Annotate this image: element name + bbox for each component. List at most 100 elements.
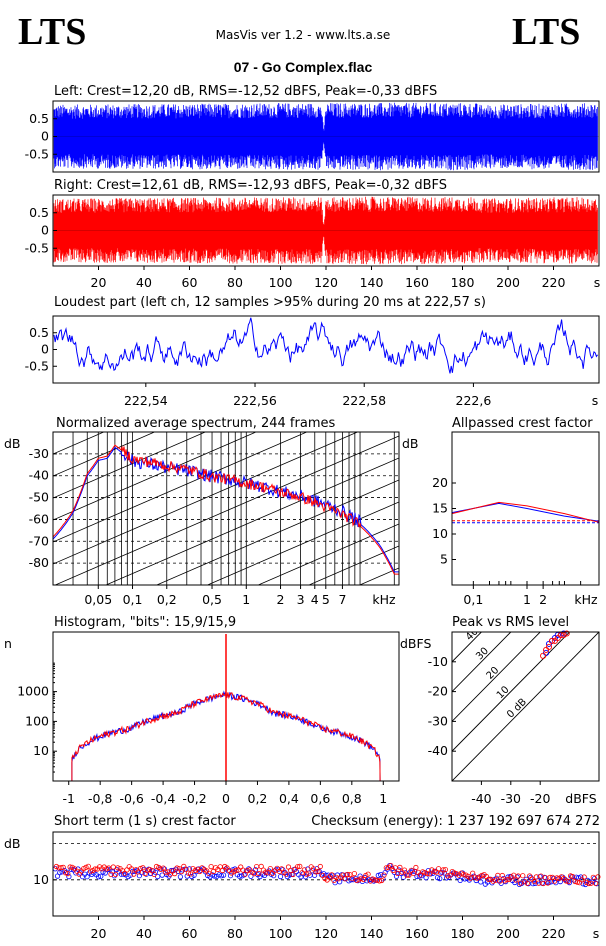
short-term-crest-point-right — [299, 870, 305, 876]
histogram-chart: 1000 100 10 -1 -0,8 -0,6 -0,4 -0,2 0 0,2 0,4 0,6 0,8… — [4, 631, 400, 806]
peak-rms-diagonals: 40 30 20 100 dB — [452, 632, 599, 781]
short-term-crest-point-right — [290, 871, 296, 878]
short-term-crest-point-right — [315, 868, 321, 875]
file-name: 07 - Go Complex.flac — [234, 59, 373, 75]
short-term-crest-point-left — [366, 877, 372, 883]
short-term-crest-point-left — [177, 874, 183, 880]
short-term-crest-xtick-label: 100 — [269, 926, 293, 941]
short-term-crest-point-right — [242, 871, 248, 877]
left-waveform-ytick-label: -0.5 — [25, 146, 49, 161]
short-term-crest-point-right — [383, 865, 389, 871]
short-term-crest-point-right — [365, 871, 371, 877]
peak-rms-point-right — [540, 652, 547, 659]
loudest-part-ytick-label: 0 — [41, 342, 49, 357]
short-term-crest-point-right — [306, 870, 312, 876]
short-term-crest-point-right — [219, 867, 226, 874]
short-term-crest-point-right — [504, 877, 510, 883]
crest-factor-ytick-label: 20 — [432, 475, 448, 490]
short-term-crest-point-right — [210, 868, 216, 875]
spectrum-title: Normalized average spectrum, 244 frames — [56, 416, 335, 431]
right-waveform-xtick-label: 60 — [182, 275, 198, 290]
short-term-crest-point-right — [267, 865, 273, 872]
short-term-crest-point-right — [397, 864, 403, 871]
histogram-xtick-label: -0,4 — [151, 791, 175, 806]
short-term-crest-point-right — [197, 868, 203, 875]
checksum-label: Checksum (energy): 1 237 192 697 674 272 — [311, 814, 600, 829]
short-term-crest-point-right — [131, 871, 137, 877]
peak-rms-diagonal-line — [452, 632, 570, 752]
short-term-crest-point-right — [572, 878, 578, 885]
crest-factor-xtick-label: 1 — [523, 592, 531, 607]
short-term-crest-point-right — [317, 863, 323, 870]
spectrum-xtick-label: 4 — [311, 592, 319, 607]
right-waveform-title: Right: Crest=12,61 dB, RMS=-12,93 dBFS, … — [54, 178, 447, 193]
histogram-ylabel: n — [4, 636, 12, 651]
short-term-crest-point-left — [530, 881, 536, 887]
spectrum-diagonal-line — [257, 523, 399, 585]
histogram-xtick-label: 0,4 — [279, 791, 299, 806]
short-term-crest-point-right — [294, 864, 301, 870]
short-term-crest-point-right — [372, 877, 378, 883]
short-term-crest-point-right — [140, 865, 146, 871]
short-term-crest-point-right — [388, 862, 394, 869]
loudest-part-ytick-label: -0.5 — [25, 358, 49, 373]
short-term-crest-point-right — [349, 876, 355, 882]
short-term-crest-point-right — [354, 877, 360, 884]
spectrum-xlabel: kHz — [372, 592, 396, 607]
short-term-crest-point-right — [426, 871, 433, 877]
app-title: MasVis ver 1.2 - www.lts.a.se — [216, 28, 391, 42]
histogram-xtick-label: 1 — [379, 791, 387, 806]
short-term-crest-point-right — [547, 874, 553, 881]
loudest-part-chart: 0.5 0-0.5 222,54 222,56 222,58 222,6 s — [25, 315, 600, 408]
short-term-crest-point-right — [62, 870, 69, 876]
right-waveform-xtick-label: 20 — [91, 275, 107, 290]
peak-rms-title: Peak vs RMS level — [452, 615, 569, 630]
peak-rms-ytick-label: -30 — [428, 713, 448, 728]
peak-rms-diagonal-label: 0 dB — [505, 697, 529, 721]
short-term-crest-ylabel: dB — [4, 836, 21, 851]
short-term-crest-point-left — [286, 872, 293, 878]
short-term-crest-point-right — [85, 863, 91, 869]
short-term-crest-point-right — [288, 867, 294, 874]
peak-rms-diagonal-label: 10 — [495, 684, 512, 701]
short-term-crest-point-left — [227, 873, 234, 879]
short-term-crest-point-right — [520, 873, 526, 879]
short-term-crest-point-right — [188, 871, 194, 877]
short-term-crest-point-right — [329, 872, 335, 878]
loudest-part-xtick-label: 222,6 — [456, 393, 492, 408]
short-term-crest-point-right — [486, 876, 492, 883]
short-term-crest-point-left — [439, 869, 445, 876]
short-term-crest-xtick-label: 120 — [314, 926, 338, 941]
short-term-crest-point-right — [424, 870, 430, 877]
short-term-crest-point-right — [545, 880, 551, 886]
short-term-crest-point-right — [342, 876, 348, 882]
loudest-part-xtick-label: 222,56 — [233, 393, 277, 408]
short-term-crest-point-right — [431, 868, 437, 875]
short-term-crest-point-left — [377, 871, 384, 878]
spectrum-diagonal-line — [105, 457, 399, 585]
allpassed-crest-chart: 20 15 10 5 0,1 1 2 dB kHz — [402, 431, 600, 607]
spectrum-diagonal-line — [53, 432, 207, 499]
loudest-part-signal — [53, 317, 598, 374]
short-term-crest-xtick-label: 80 — [227, 926, 243, 941]
short-term-crest-point-left — [393, 873, 400, 879]
spectrum-xtick-label: 3 — [297, 592, 305, 607]
short-term-crest-point-left — [337, 879, 343, 885]
right-waveform-signal — [53, 196, 598, 265]
short-term-crest-point-left — [232, 866, 238, 872]
spectrum-ytick-label: -50 — [29, 490, 49, 505]
short-term-crest-point-right — [238, 864, 244, 870]
peak-rms-ytick-label: -40 — [428, 743, 448, 758]
short-term-crest-point-right — [574, 879, 581, 885]
short-term-crest-point-right — [163, 869, 169, 875]
short-term-crest-point-right — [445, 873, 451, 879]
peak-rms-xlabel: dBFS — [565, 791, 596, 806]
short-term-crest-point-left — [277, 873, 284, 880]
short-term-crest-point-right — [258, 863, 264, 870]
right-waveform-xlabel: s — [594, 275, 601, 290]
spectrum-ytick-label: -70 — [29, 533, 49, 548]
short-term-crest-point-right — [554, 875, 560, 881]
right-waveform-xtick-label: 120 — [314, 275, 338, 290]
right-waveform-xtick-label: 140 — [360, 275, 384, 290]
